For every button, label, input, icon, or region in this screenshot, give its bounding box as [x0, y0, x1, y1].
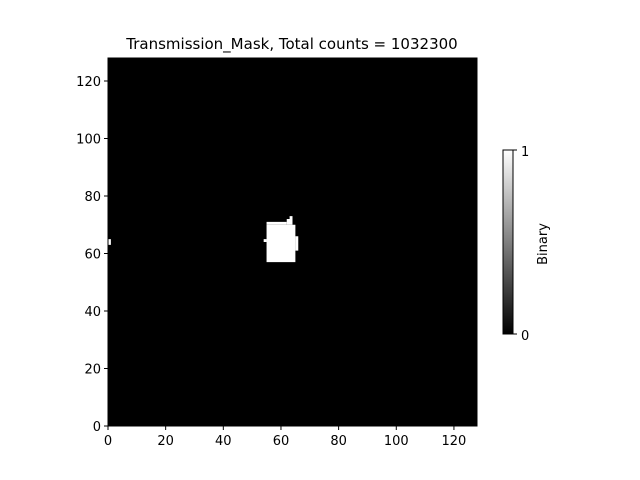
y-axis: 0 20 40 60 80 100 120: [76, 75, 108, 435]
plot-area: [107, 57, 478, 427]
y-tick-label: 0: [93, 420, 101, 435]
colorbar-tick-label-max: 1: [521, 145, 529, 160]
y-tick-label: 80: [84, 190, 101, 205]
colorbar-tick-label-min: 0: [521, 329, 529, 344]
mask-layer: [108, 216, 299, 263]
y-tick-label: 60: [84, 248, 101, 263]
x-tick-label: 0: [104, 434, 112, 449]
mask-region: [108, 239, 111, 245]
y-tick-label: 40: [84, 305, 101, 320]
chart-title: Transmission_Mask, Total counts = 103230…: [125, 35, 457, 54]
y-tick-label: 100: [76, 133, 101, 148]
colorbar-label: Binary: [536, 223, 551, 265]
mask-region: [295, 236, 299, 251]
colorbar: 1 0 Binary: [502, 145, 551, 344]
x-axis: 0 20 40 60 80 100 120: [104, 426, 466, 449]
mask-region: [266, 221, 287, 225]
x-tick-label: 60: [273, 434, 290, 449]
x-tick-label: 80: [330, 434, 347, 449]
y-tick-label: 120: [76, 75, 101, 90]
colorbar-gradient: [502, 149, 514, 335]
mask-region: [266, 224, 296, 263]
plot-frame: [107, 57, 478, 427]
x-tick-label: 20: [157, 434, 174, 449]
x-tick-label: 40: [215, 434, 232, 449]
x-tick-label: 120: [442, 434, 467, 449]
y-tick-label: 20: [84, 363, 101, 378]
mask-region: [263, 239, 267, 242]
mask-region: [289, 216, 293, 222]
x-tick-label: 100: [384, 434, 409, 449]
